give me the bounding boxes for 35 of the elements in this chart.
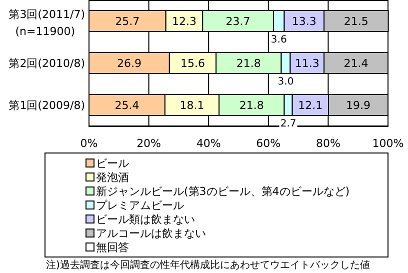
legend-label: 新ジャンルビール(第3のビール、第4のビールなど) [96,185,350,198]
data-label: 2.7 [280,118,296,130]
x-tick-label: 40% [196,137,221,150]
data-label: 3.0 [278,76,294,88]
legend-label: アルコールは飲まない [96,227,206,240]
x-tick-label: 80% [316,137,340,150]
data-label: 25.4 [114,99,140,112]
legend-label: 発泡酒 [96,171,129,184]
data-label: 21.8 [236,57,261,70]
data-label: 3.6 [270,34,287,46]
data-label: 21.5 [344,15,368,28]
x-tick-label: 100% [372,137,404,150]
y-tick-label: 第3回(2011/7) (n=11900) [8,8,85,38]
data-label: 21.8 [239,99,264,112]
x-tick-label: 60% [256,137,281,150]
data-label: 15.6 [180,57,206,70]
y-tick-label: 第1回(2009/8) [8,99,85,112]
data-label: 13.3 [292,15,316,28]
legend-label: ビール類は飲まない [96,213,195,226]
data-label: 25.7 [115,15,140,28]
legend-label: プレミアムビール [96,199,184,212]
data-label: 19.9 [346,99,370,112]
data-label: 12.3 [172,15,196,28]
x-tick-label: 0% [80,137,98,150]
data-label: 18.1 [180,99,204,112]
data-label: 12.1 [298,99,323,112]
y-tick-label: 第2回(2010/8) [8,57,85,70]
data-label: 26.9 [116,57,142,70]
data-label: 11.3 [294,57,320,70]
legend-label: 無回答 [96,241,129,254]
text: 注)過去調査は今回調査の性年代構成比にあわせてウエイトバックした値 [46,259,370,271]
data-label: 23.7 [226,15,250,28]
x-tick-label: 20% [136,137,162,150]
legend-label: ビール [96,157,129,170]
data-label: 21.4 [344,57,368,70]
